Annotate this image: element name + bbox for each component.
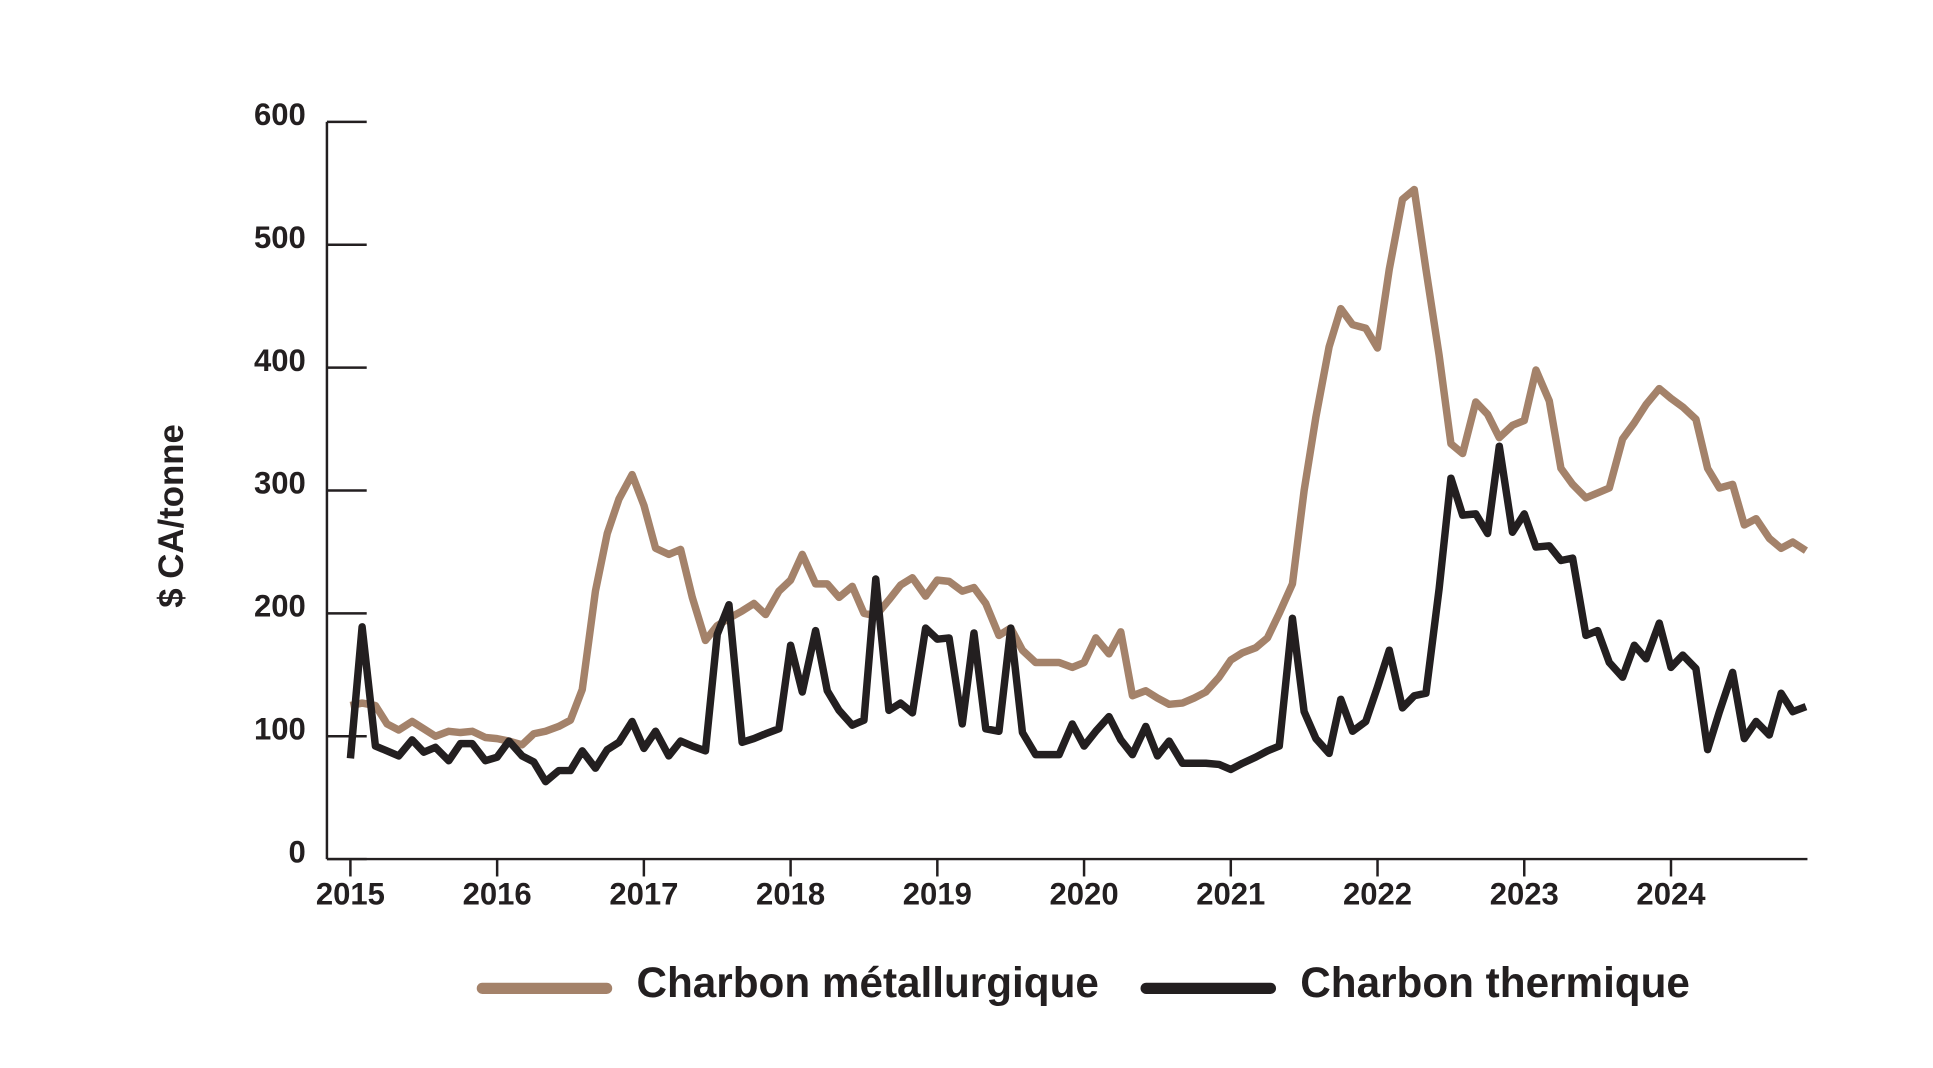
legend-label: Charbon thermique [1300, 959, 1690, 1006]
x-tick-label: 2023 [1490, 877, 1559, 912]
series-line [349, 185, 1808, 749]
series-line [346, 442, 1808, 786]
y-tick-label: 600 [254, 97, 306, 132]
x-tick-label: 2024 [1636, 877, 1706, 912]
x-tick-label: 2019 [903, 877, 972, 912]
x-tick-label: 2020 [1050, 877, 1119, 912]
y-axis-title: $ CA/tonne [152, 424, 191, 608]
x-tick-label: 2015 [316, 877, 385, 912]
y-tick-label: 100 [254, 711, 306, 746]
x-tick-label: 2017 [609, 877, 678, 912]
y-tick-label: 400 [254, 343, 306, 378]
x-tick-label: 2016 [463, 877, 532, 912]
y-tick-label: 500 [254, 220, 306, 255]
y-tick-label: 300 [254, 466, 306, 501]
y-tick-label: 200 [254, 589, 306, 624]
x-tick-label: 2021 [1196, 877, 1265, 912]
x-tick-label: 2018 [756, 877, 825, 912]
y-tick-label: 0 [289, 834, 306, 869]
legend-label: Charbon métallurgique [636, 959, 1098, 1006]
x-tick-label: 2022 [1343, 877, 1412, 912]
